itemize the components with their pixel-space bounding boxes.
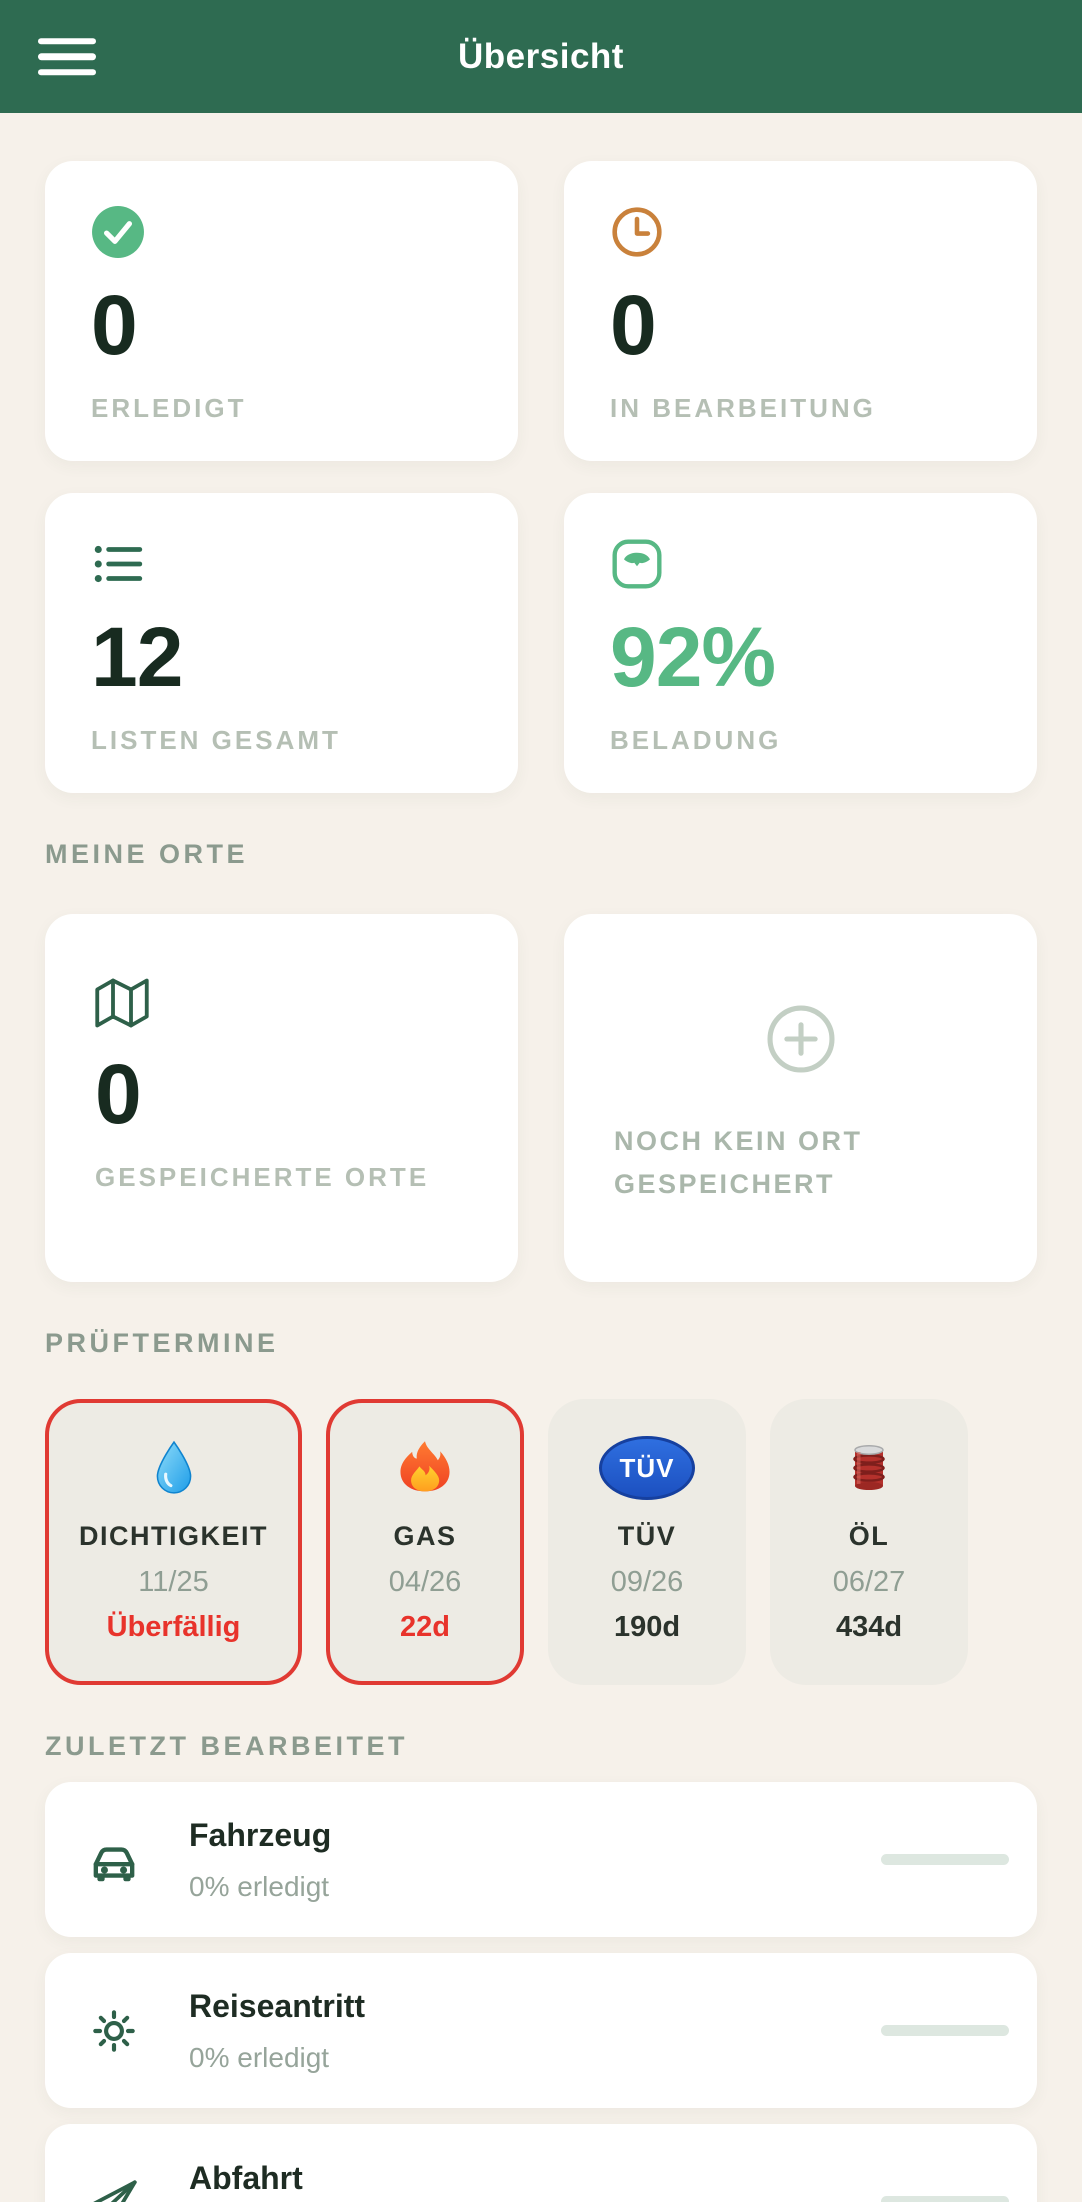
list-item-title: Abfahrt	[189, 2159, 303, 2196]
list-item-progress-text: 0% erledigt	[189, 2041, 330, 2073]
stat-label: ERLEDIGT	[91, 393, 247, 423]
section-title-zuletzt-bearbeitet: ZULETZT BEARBEITET	[45, 1731, 408, 1761]
saved-places-count: 0	[95, 1047, 142, 1141]
page-title: Übersicht	[458, 36, 624, 76]
prueftermin-oel[interactable]: ÖL 06/27 434d	[770, 1399, 968, 1685]
prueftermin-date: 04/26	[388, 1566, 462, 1598]
stat-value: 0	[610, 278, 657, 372]
plus-circle-icon	[766, 1004, 836, 1074]
paper-plane-icon	[92, 2179, 137, 2202]
water-drop-icon	[149, 1435, 199, 1501]
stat-label: IN BEARBEITUNG	[610, 393, 876, 423]
prueftermin-status: 434d	[835, 1611, 903, 1643]
list-item-abfahrt[interactable]: Abfahrt	[45, 2124, 1037, 2202]
prueftermin-status: 22d	[400, 1611, 450, 1643]
add-place-card[interactable]: NOCH KEIN ORT GESPEICHERT	[564, 914, 1037, 1282]
list-item-title: Reiseantritt	[189, 1987, 366, 2024]
sun-icon	[93, 2009, 135, 2052]
clock-icon	[612, 207, 662, 257]
list-item-reiseantritt[interactable]: Reiseantritt 0% erledigt	[45, 1953, 1037, 2108]
prueftermin-dichtigkeit[interactable]: DICHTIGKEIT 11/25 Überfällig	[45, 1399, 302, 1685]
section-title-prueftermine: PRÜFTERMINE	[45, 1328, 279, 1358]
list-item-fahrzeug[interactable]: Fahrzeug 0% erledigt	[45, 1782, 1037, 1937]
prueftermin-status: Überfällig	[106, 1611, 241, 1643]
flame-icon	[398, 1435, 452, 1501]
car-icon	[93, 1846, 135, 1881]
map-icon	[95, 978, 149, 1028]
scale-icon	[612, 539, 662, 589]
prueftermin-name: ÖL	[848, 1521, 890, 1551]
saved-places-card[interactable]: 0 GESPEICHERTE ORTE	[45, 914, 518, 1282]
prueftermin-date: 06/27	[832, 1566, 906, 1598]
stats-grid: 0 ERLEDIGT 0 IN BEARBEITUNG	[45, 161, 1037, 793]
menu-bar	[38, 37, 96, 45]
prueftermin-tuev[interactable]: TÜV TÜV 09/26 190d	[548, 1399, 746, 1685]
progress-bar	[881, 2025, 1009, 2036]
prueftermin-name: DICHTIGKEIT	[79, 1521, 268, 1551]
progress-bar	[881, 1854, 1009, 1865]
progress-bar	[881, 2196, 1009, 2202]
stat-card-listen-gesamt[interactable]: 12 LISTEN GESAMT	[45, 493, 518, 793]
menu-icon[interactable]	[38, 37, 96, 76]
prueftermin-status: 190d	[613, 1611, 681, 1643]
app-bar: Übersicht	[0, 0, 1082, 113]
prueftermin-name: TÜV	[617, 1521, 677, 1551]
check-circle-icon	[92, 206, 144, 258]
oil-drum-icon	[845, 1435, 893, 1501]
recent-lists: Fahrzeug 0% erledigt	[45, 1782, 1037, 2202]
list-item-progress-text: 0% erledigt	[189, 1870, 330, 1902]
prueftermin-date: 11/25	[138, 1566, 209, 1598]
saved-places-label: GESPEICHERTE ORTE	[95, 1162, 430, 1192]
stat-value: 92%	[610, 610, 776, 704]
stat-value: 0	[91, 278, 138, 372]
stat-label: LISTEN GESAMT	[91, 725, 341, 755]
menu-bar	[38, 53, 96, 60]
stat-card-beladung[interactable]: 92% BELADUNG	[564, 493, 1037, 793]
section-title-meine-orte: MEINE ORTE	[45, 839, 249, 869]
list-item-title: Fahrzeug	[189, 1816, 332, 1853]
stat-label: BELADUNG	[610, 725, 782, 755]
stat-card-erledigt[interactable]: 0 ERLEDIGT	[45, 161, 518, 461]
prueftermin-date: 09/26	[610, 1566, 684, 1598]
empty-places-label: NOCH KEIN ORT GESPEICHERT	[614, 1126, 863, 1200]
stat-card-in-bearbeitung[interactable]: 0 IN BEARBEITUNG	[564, 161, 1037, 461]
tuev-badge-icon: TÜV	[599, 1435, 695, 1501]
prueftermin-gas[interactable]: GAS 04/26 22d	[326, 1399, 524, 1685]
menu-bar	[38, 68, 96, 76]
prueftermine-row: DICHTIGKEIT 11/25 Überfällig	[45, 1399, 1037, 1685]
stat-value: 12	[91, 610, 183, 704]
prueftermin-name: GAS	[393, 1521, 457, 1551]
main-content: 0 ERLEDIGT 0 IN BEARBEITUNG	[0, 161, 1082, 2202]
list-icon	[94, 545, 143, 583]
orte-grid: 0 GESPEICHERTE ORTE NOCH KEIN ORT GESPEI…	[45, 914, 1037, 1282]
